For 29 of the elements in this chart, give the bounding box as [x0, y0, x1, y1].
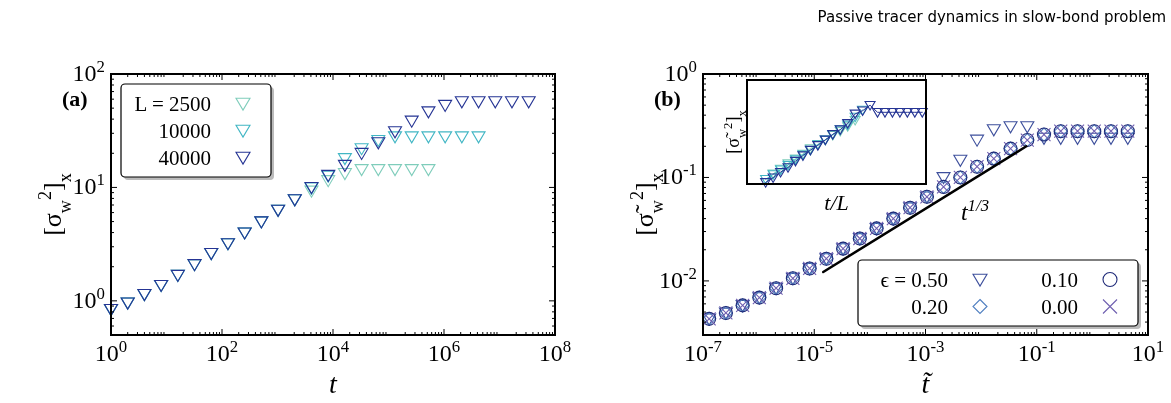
x-tick-label: 10$^{6}$	[427, 336, 461, 366]
y-tick-label: 10$^{-2}$	[659, 263, 697, 293]
legend-label: 10000	[158, 118, 211, 143]
x-axis-title: t̃	[921, 368, 934, 399]
annotation: t$^{1/3}$	[960, 195, 990, 225]
x-tick-label: 10$^{-3}$	[906, 336, 945, 366]
x-tick-label: 10$^{2}$	[205, 336, 239, 366]
y-tick-label: 10$^{0}$	[72, 283, 105, 313]
legend-label: 0.10	[1041, 267, 1078, 292]
x-tick-label: 10$^{8}$	[538, 336, 572, 366]
y-tick-label: 10$^{2}$	[72, 56, 105, 86]
x-tick-label: 10$^{-7}$	[684, 336, 722, 366]
x-axis-title: t	[329, 368, 339, 399]
x-tick-label: 10$^{4}$	[316, 336, 350, 366]
legend-label: 0.20	[911, 294, 948, 319]
text: (a)	[62, 86, 88, 111]
x-tick-label: 10$^{-1}$	[1017, 336, 1056, 366]
chart-title: Passive tracer dynamics in slow-bond problem	[817, 8, 1166, 26]
x-axis-title: t/L	[824, 190, 849, 215]
x-tick-label: 10$^{0}$	[94, 336, 128, 366]
x-tick-label: 10$^{-5}$	[795, 336, 834, 366]
legend-label: L = 2500	[134, 91, 211, 116]
y-tick-label: 10$^{1}$	[72, 169, 105, 200]
text: (b)	[654, 86, 681, 111]
y-tick-label: 10$^{0}$	[664, 56, 697, 86]
legend-label: 40000	[158, 145, 211, 170]
x-tick-label: 10$^{1}$	[1131, 336, 1165, 366]
legend-label: 0.00	[1041, 294, 1078, 319]
legend-label: ϵ = 0.50	[880, 267, 948, 292]
